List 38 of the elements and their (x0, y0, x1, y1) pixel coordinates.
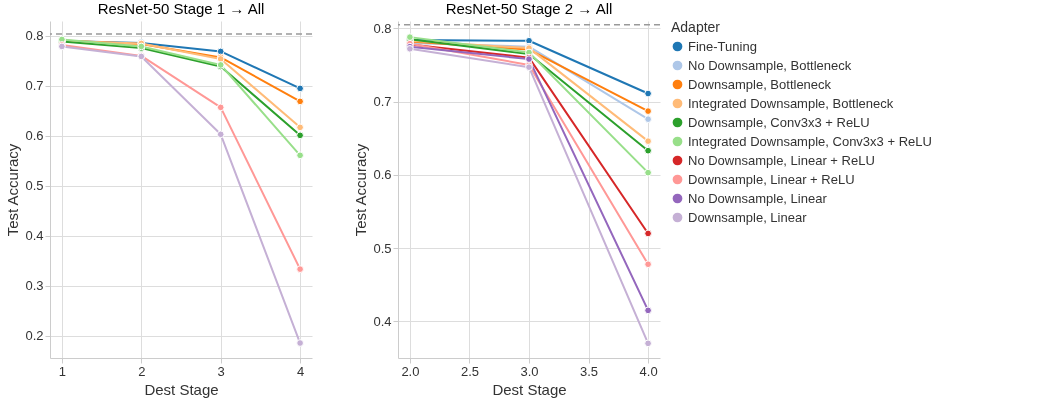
y-axis-title: Test Accuracy (352, 143, 370, 237)
legend-label: Downsample, Linear + ReLU (688, 171, 855, 187)
legend-title: Adapter (671, 19, 721, 35)
y-tick-label: 0.8 (373, 20, 392, 36)
y-tick-label: 0.4 (25, 228, 44, 244)
x-tick-label: 3.0 (520, 363, 539, 379)
chart-title: ResNet-50 Stage 1 → All (97, 0, 265, 17)
y-tick-label: 0.5 (373, 240, 392, 256)
x-tick-label: 3 (217, 363, 225, 379)
legend-label: Integrated Downsample, Bottleneck (688, 95, 894, 111)
y-tick-label: 0.7 (373, 94, 392, 110)
chart-title: ResNet-50 Stage 2 → All (445, 0, 613, 17)
legend-label: Downsample, Conv3x3 + ReLU (688, 114, 870, 130)
x-tick-label: 4 (296, 363, 305, 379)
legend-label: Fine-Tuning (688, 38, 757, 54)
x-tick-label: 1 (58, 363, 67, 379)
x-axis-title: Dest Stage (492, 380, 567, 398)
y-tick-label: 0.2 (25, 328, 44, 344)
y-tick-label: 0.7 (25, 78, 44, 94)
x-tick-label: 3.5 (580, 363, 599, 379)
x-axis-title: Dest Stage (144, 380, 219, 398)
y-tick-label: 0.6 (373, 167, 392, 183)
x-tick-label: 2.5 (460, 363, 479, 379)
y-tick-label: 0.3 (25, 278, 44, 294)
legend-label: No Downsample, Linear + ReLU (688, 152, 875, 168)
legend-label: Integrated Downsample, Conv3x3 + ReLU (688, 133, 932, 149)
legend-label: No Downsample, Linear (688, 190, 828, 206)
x-tick-label: 2.0 (401, 363, 420, 379)
y-tick-label: 0.5 (25, 178, 44, 194)
x-tick-label: 2 (138, 363, 146, 379)
y-axis-title: Test Accuracy (4, 143, 22, 237)
y-tick-label: 0.8 (25, 28, 44, 44)
x-tick-label: 4.0 (639, 363, 658, 379)
y-tick-label: 0.6 (25, 128, 44, 144)
legend-label: Downsample, Linear (688, 209, 808, 225)
legend-label: No Downsample, Bottleneck (688, 57, 852, 73)
y-tick-label: 0.4 (373, 313, 392, 329)
legend-label: Downsample, Bottleneck (688, 76, 832, 92)
